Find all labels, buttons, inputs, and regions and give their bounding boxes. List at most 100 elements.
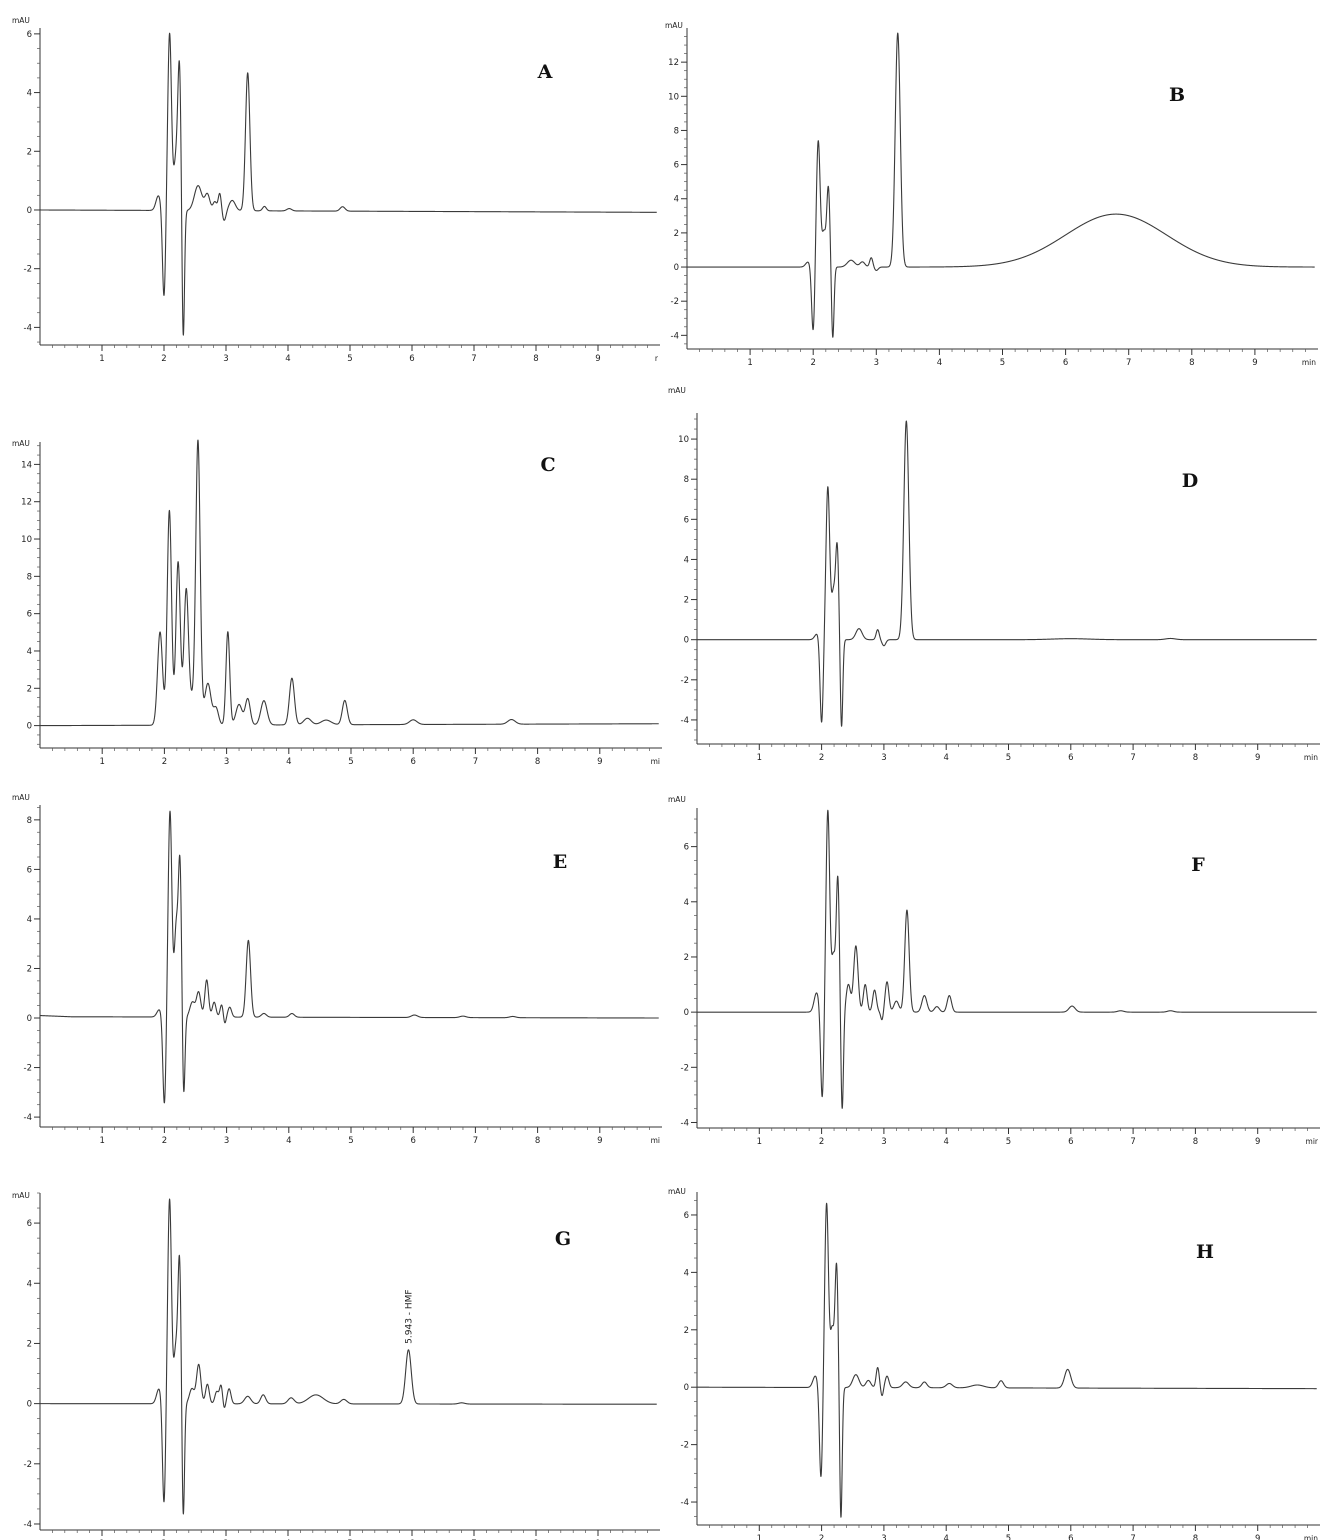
- panel-letter: D: [1182, 470, 1198, 492]
- y-tick-label: 8: [674, 126, 679, 136]
- x-tick-label: 8: [1189, 358, 1194, 368]
- y-unit-label: mAU: [12, 439, 30, 448]
- x-tick-label: 6: [1068, 753, 1073, 763]
- y-tick-label: 6: [674, 161, 679, 171]
- x-tick-label: 1: [99, 757, 104, 767]
- y-tick-label: 4: [27, 89, 32, 99]
- chromatogram-trace: [686, 32, 1316, 338]
- x-tick-label: 2: [819, 753, 824, 763]
- y-unit-label: mAU: [668, 386, 686, 395]
- y-tick-label: 6: [684, 843, 689, 853]
- y-tick-label: 0: [27, 1014, 32, 1024]
- y-tick-label: 2: [27, 684, 32, 694]
- y-tick-label: -4: [671, 331, 679, 341]
- y-tick-label: 6: [27, 30, 32, 40]
- x-tick-label: 1: [99, 1136, 104, 1146]
- y-tick-label: 4: [27, 647, 32, 657]
- y-unit-label: mAU: [668, 795, 686, 804]
- x-tick-label: 1: [757, 1534, 762, 1540]
- x-tick-label: 9: [1252, 358, 1257, 368]
- x-tick-label: 1: [99, 354, 104, 364]
- panel-letter: B: [1169, 84, 1185, 106]
- y-tick-label: 0: [27, 722, 32, 732]
- y-tick-label: 4: [684, 898, 689, 908]
- x-tick-label: 4: [943, 1137, 948, 1147]
- y-tick-label: 14: [21, 460, 32, 470]
- y-tick-label: 12: [21, 498, 32, 508]
- y-unit-label: mAU: [665, 21, 683, 30]
- x-tick-label: 8: [533, 354, 538, 364]
- x-tick-label: 9: [597, 757, 602, 767]
- chromatogram-trace: [696, 420, 1318, 727]
- x-tick-label: 9: [1255, 1534, 1260, 1540]
- x-tick-label: 5: [348, 757, 353, 767]
- y-tick-label: -2: [671, 297, 679, 307]
- x-tick-label: 4: [943, 1534, 948, 1540]
- y-tick-label: -2: [24, 1460, 32, 1470]
- panel-letter: C: [540, 454, 555, 476]
- x-tick-label: 3: [881, 1137, 886, 1147]
- x-tick-label: 7: [1130, 1137, 1135, 1147]
- x-tick-label: 5: [1006, 1137, 1011, 1147]
- y-tick-label: -4: [681, 716, 689, 726]
- chromatogram-trace: [39, 32, 658, 336]
- y-tick-label: 0: [27, 1400, 32, 1410]
- y-tick-label: 2: [674, 229, 679, 239]
- x-tick-label: 4: [943, 753, 948, 763]
- x-tick-label: 8: [1193, 753, 1198, 763]
- chromatogram-trace: [39, 1198, 658, 1515]
- y-unit-label: mAU: [12, 793, 30, 802]
- x-tick-label: 1: [757, 1137, 762, 1147]
- y-tick-label: 2: [684, 596, 689, 606]
- y-tick-label: 4: [684, 1268, 689, 1278]
- y-tick-label: 2: [27, 964, 32, 974]
- x-tick-label: 4: [286, 1136, 291, 1146]
- x-tick-label: 6: [410, 757, 415, 767]
- y-tick-label: 4: [27, 1279, 32, 1289]
- y-unit-label: mAU: [12, 1191, 30, 1200]
- x-tick-label: 2: [161, 354, 166, 364]
- y-tick-label: 8: [27, 816, 32, 826]
- y-tick-label: 8: [684, 475, 689, 485]
- y-tick-label: 4: [27, 915, 32, 925]
- chart-panel-a: 1 2 3 4 5 6 7 8 9 r -4 -2 0 2 4 6 mAU A: [12, 16, 660, 364]
- x-tick-label: 4: [286, 757, 291, 767]
- x-tick-label: 2: [819, 1137, 824, 1147]
- y-tick-label: 6: [27, 1219, 32, 1229]
- x-tick-label: 9: [595, 354, 600, 364]
- x-tick-label: 9: [1255, 1137, 1260, 1147]
- y-tick-label: 0: [684, 636, 689, 646]
- x-unit-label: mi: [651, 757, 660, 766]
- x-tick-label: 8: [535, 1136, 540, 1146]
- panel-letter: G: [555, 1228, 571, 1250]
- x-tick-label: 5: [1000, 358, 1005, 368]
- x-tick-label: 5: [1006, 1534, 1011, 1540]
- y-tick-label: 10: [668, 92, 679, 102]
- chromatogram-trace: [39, 439, 660, 727]
- peak-annotation: 5.943 - HMF: [404, 1289, 414, 1343]
- y-tick-label: -2: [24, 1064, 32, 1074]
- chart-panel-d: 1 2 3 4 5 6 7 8 9 min -4 -2 0 2 4 6 8 10 mAU D: [668, 386, 1320, 763]
- x-unit-label: min: [1304, 1534, 1318, 1540]
- x-tick-label: 6: [1068, 1534, 1073, 1540]
- x-unit-label: mir: [1306, 1137, 1319, 1146]
- chromatogram-trace: [696, 1202, 1318, 1518]
- chart-panel-h: 1 2 3 4 5 6 7 8 9 min -4 -2 0 2 4 6 mAU H: [668, 1187, 1320, 1540]
- x-tick-label: 3: [874, 358, 879, 368]
- y-tick-label: -4: [24, 1520, 32, 1530]
- y-tick-label: 0: [27, 206, 32, 216]
- y-tick-label: -4: [24, 323, 32, 333]
- y-tick-label: 6: [27, 610, 32, 620]
- x-tick-label: 3: [881, 1534, 886, 1540]
- y-tick-label: 2: [684, 1326, 689, 1336]
- y-tick-label: 0: [674, 263, 679, 273]
- chart-panel-f: 1 2 3 4 5 6 7 8 9 mir -4 -2 0 2 4 6 mAU F: [668, 795, 1320, 1147]
- x-tick-label: 3: [224, 757, 229, 767]
- y-unit-label: mAU: [668, 1187, 686, 1196]
- x-tick-label: 5: [348, 1136, 353, 1146]
- x-tick-label: 8: [1193, 1534, 1198, 1540]
- x-tick-label: 7: [473, 1136, 478, 1146]
- x-tick-label: 7: [471, 354, 476, 364]
- x-tick-label: 2: [819, 1534, 824, 1540]
- x-tick-label: 9: [1255, 753, 1260, 763]
